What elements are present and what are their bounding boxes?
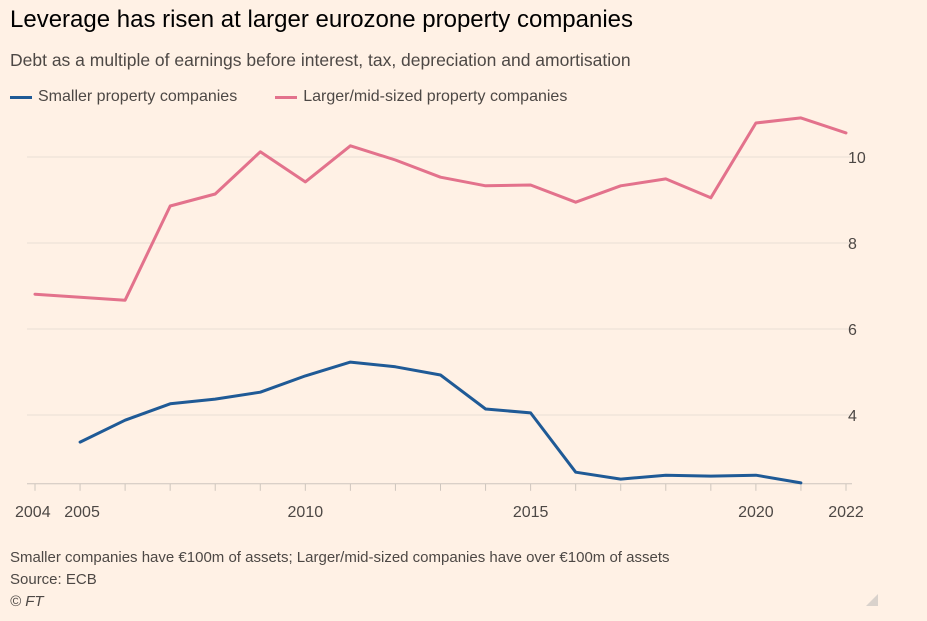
legend-swatch-smaller [10,95,32,99]
x-tick-label: 2015 [513,504,549,521]
footnote: Smaller companies have €100m of assets; … [10,549,670,566]
legend-label-larger: Larger/mid-sized property companies [303,88,568,105]
series-line-smaller [78,360,803,485]
series-line-larger [33,116,848,302]
legend-item-larger: Larger/mid-sized property companies [275,88,567,106]
x-tick-label: 2004 [15,504,51,521]
x-tick-label: 2022 [828,504,864,521]
copyright: © FT [10,593,44,610]
chart-subtitle: Debt as a multiple of earnings before in… [10,50,631,70]
y-tick-label: 6 [848,322,857,339]
x-tick-label: 2005 [64,504,100,521]
x-tick-label: 2010 [288,504,324,521]
legend-item-smaller: Smaller property companies [10,88,237,106]
resize-corner-icon [866,594,878,606]
chart-title: Leverage has risen at larger eurozone pr… [10,6,634,33]
y-tick-label: 4 [848,408,857,425]
x-tick-label: 2020 [738,504,774,521]
source: Source: ECB [10,571,97,588]
legend-label-smaller: Smaller property companies [38,88,238,105]
y-tick-label: 10 [848,150,866,167]
y-tick-label: 8 [848,236,857,253]
legend-swatch-larger [275,95,298,99]
legend: Smaller property companies Larger/mid-si… [10,88,605,106]
